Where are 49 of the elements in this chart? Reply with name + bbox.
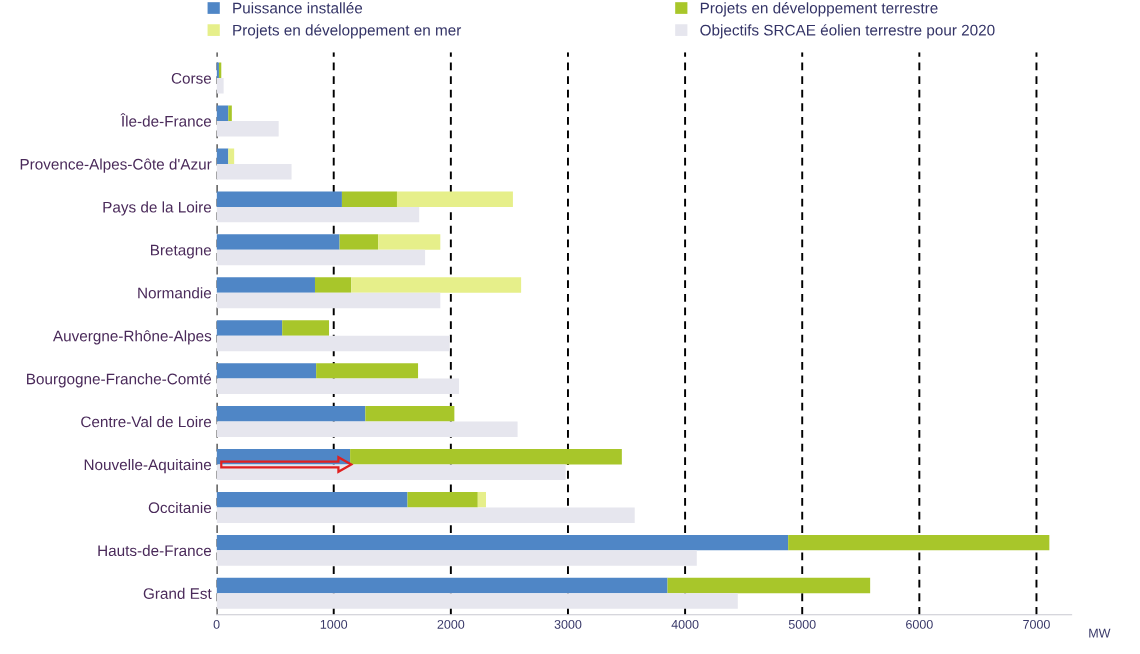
x-tick-label: 1000: [320, 619, 348, 629]
bar: [365, 406, 455, 422]
x-tick-label: 0: [213, 619, 220, 629]
x-tick-label: 4000: [671, 619, 699, 629]
bar: [216, 335, 450, 352]
bar: [216, 105, 229, 122]
y-tick-label: Centre-Val de Loire: [81, 416, 212, 428]
y-tick-label: Occitanie: [148, 501, 212, 514]
bar: [396, 191, 513, 207]
y-tick-label: Grand Est: [143, 587, 212, 599]
bar: [282, 320, 330, 336]
bar: [667, 577, 871, 594]
bar: [216, 148, 229, 164]
bar: [477, 491, 486, 508]
bar: [378, 234, 441, 250]
bar: [314, 277, 352, 293]
bar: [788, 534, 1050, 551]
bar: [216, 163, 292, 180]
bar: [228, 148, 235, 164]
y-tick-label: Hauts-de-France: [98, 544, 212, 557]
bar: [216, 121, 279, 137]
bar: [407, 491, 478, 508]
bar: [216, 292, 441, 309]
legend-label: Puissance installée: [233, 2, 363, 14]
y-tick-label: Normandie: [138, 287, 212, 299]
x-tick-label: 3000: [554, 619, 582, 629]
bar: [216, 421, 518, 438]
x-tick-label: 5000: [788, 619, 816, 629]
legend-label: Projets en développement en mer: [233, 24, 462, 39]
y-tick-label: Île-de-France: [120, 113, 212, 127]
y-tick-label: Bourgogne-Franche-Comté: [27, 373, 212, 388]
y-tick-label: Bretagne: [150, 244, 212, 259]
legend-label: Objectifs SRCAE éolien terrestre pour 2020: [700, 24, 995, 39]
y-tick-label: Auvergne-Rhône-Alpes: [52, 330, 212, 345]
bar: [341, 191, 397, 207]
bar: [228, 105, 232, 122]
legend-label: Projets en développement terrestre: [700, 2, 938, 17]
bar: [216, 320, 283, 336]
x-tick-label: 6000: [906, 619, 933, 629]
y-tick-label: Pays de la Loire: [103, 201, 212, 216]
x-axis-title: MW: [1089, 628, 1111, 638]
bar: [216, 378, 460, 395]
y-tick-label: Nouvelle-Aquitaine: [84, 458, 212, 474]
bar: [339, 234, 379, 250]
bar: [216, 507, 635, 523]
y-tick-label: Corse: [171, 72, 212, 84]
x-tick-label: 2000: [437, 619, 465, 629]
y-tick-label: Provence-Alpes-Côte d'Azur: [20, 158, 212, 173]
x-tick-label: 7000: [1023, 619, 1050, 629]
